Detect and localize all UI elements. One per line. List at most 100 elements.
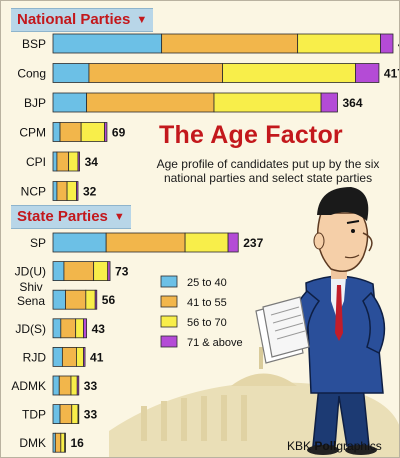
bar-segment-cong-56-to-70 xyxy=(222,63,356,83)
total-label-sp: 237 xyxy=(243,236,263,250)
total-label-rjd: 41 xyxy=(90,350,104,364)
bar-segment-shiv-sena-71-above xyxy=(94,289,98,310)
category-label-bjp: BJP xyxy=(24,96,46,110)
bar-segment-dmk-41-to-55 xyxy=(54,432,62,453)
total-label-cong: 417 xyxy=(384,67,400,81)
category-label-cpm: CPM xyxy=(19,126,46,140)
category-label-ncp: NCP xyxy=(21,185,46,199)
bar-segment-shiv-sena-56-to-70 xyxy=(85,289,96,310)
bar-segment-cong-71-above xyxy=(355,63,380,83)
bar-segment-dmk-71-above xyxy=(64,432,66,453)
bar-segment-shiv-sena-25-to-40 xyxy=(52,289,66,310)
legend-label-25-to-40: 25 to 40 xyxy=(187,277,227,289)
bar-segment-bjp-25-to-40 xyxy=(52,92,88,113)
bar-segment-cpm-71-above xyxy=(104,122,108,142)
bar-segment-rjd-25-to-40 xyxy=(52,346,63,367)
bar-segment-ncp-56-to-70 xyxy=(66,181,77,201)
bar-segment-jd-s-71-above xyxy=(83,318,88,339)
total-label-cpm: 69 xyxy=(112,126,126,140)
bar-segment-jd-s-56-to-70 xyxy=(75,318,84,339)
category-label-sp: SP xyxy=(30,236,46,250)
category-label-dmk: DMK xyxy=(19,436,46,450)
bar-segment-bsp-56-to-70 xyxy=(297,33,381,54)
bar-segment-sp-71-above xyxy=(227,232,239,253)
bar-segment-bjp-41-to-55 xyxy=(86,92,215,113)
bar-segment-sp-41-to-55 xyxy=(105,232,186,253)
legend-swatch-71-above xyxy=(160,335,178,348)
bar-segment-tdp-71-above xyxy=(77,404,80,425)
national-parties-header-label: National Parties xyxy=(17,11,131,28)
papers-illustration xyxy=(255,296,310,364)
bar-segment-admk-71-above xyxy=(76,375,80,396)
bar-segment-cpm-25-to-40 xyxy=(52,122,61,142)
total-label-jd-s: 43 xyxy=(92,322,106,336)
bar-segment-jd-s-25-to-40 xyxy=(52,318,62,339)
credit-suffix: graphics xyxy=(336,439,382,453)
bar-segment-sp-25-to-40 xyxy=(52,232,107,253)
legend-swatch-56-to-70 xyxy=(160,315,178,328)
bar-segment-cong-25-to-40 xyxy=(52,63,90,83)
bar-segment-rjd-41-to-55 xyxy=(61,346,77,367)
bar-segment-jd-u-56-to-70 xyxy=(93,261,109,282)
state-parties-group: SP 237 JD(U) 73 Shiv Sena 56 JD(S) 43 RJD 41 ADMK 33… xyxy=(11,232,264,453)
bar-segment-bjp-71-above xyxy=(320,92,338,113)
legend-label-71-above: 71 & above xyxy=(187,337,243,349)
bar-segment-jd-u-41-to-55 xyxy=(63,261,95,282)
credit-line: KBK Pollgraphics xyxy=(287,439,382,453)
total-label-shiv-sena: 56 xyxy=(102,293,116,307)
bar-segment-bsp-71-above xyxy=(380,33,394,54)
bar-segment-tdp-56-to-70 xyxy=(71,404,79,425)
state-dropdown-arrow-icon: ▼ xyxy=(113,211,125,223)
total-label-admk: 33 xyxy=(84,379,98,393)
credit-prefix: KBK xyxy=(287,439,315,453)
bar-segment-jd-u-71-above xyxy=(107,261,111,282)
category-label-shiv-sena: Shiv Sena xyxy=(17,280,45,308)
bar-segment-jd-u-25-to-40 xyxy=(52,261,65,282)
bar-segment-cong-41-to-55 xyxy=(88,63,224,83)
legend-label-56-to-70: 56 to 70 xyxy=(187,317,227,329)
total-label-cpi: 34 xyxy=(85,155,99,169)
bar-segment-rjd-71-above xyxy=(83,346,86,367)
bar-segment-cpi-25-to-40 xyxy=(52,151,58,172)
category-label-jd-u: JD(U) xyxy=(15,265,46,279)
total-label-tdp: 33 xyxy=(84,408,98,422)
bar-segment-sp-56-to-70 xyxy=(184,232,229,253)
legend-label-41-to-55: 41 to 55 xyxy=(187,297,227,309)
total-label-jd-u: 73 xyxy=(115,265,129,279)
national-dropdown-arrow-icon: ▼ xyxy=(136,14,148,26)
total-label-ncp: 32 xyxy=(83,185,97,199)
category-label-cong: Cong xyxy=(17,67,46,81)
bar-segment-cpi-41-to-55 xyxy=(56,151,70,172)
state-parties-header-label: State Parties xyxy=(17,208,108,225)
legend: 25 to 40 41 to 55 56 to 70 71 & above xyxy=(160,275,243,349)
bar-segment-tdp-25-to-40 xyxy=(52,404,61,425)
bar-segment-admk-25-to-40 xyxy=(52,375,60,396)
credit-bold: Poll xyxy=(314,439,337,453)
legend-swatch-41-to-55 xyxy=(160,295,178,308)
bar-segment-cpi-56-to-70 xyxy=(68,151,79,172)
category-label-jd-s: JD(S) xyxy=(15,322,46,336)
man-with-papers-illustration xyxy=(255,187,386,455)
bar-segment-ncp-25-to-40 xyxy=(52,181,58,201)
category-label-tdp: TDP xyxy=(22,408,46,422)
total-label-dmk: 16 xyxy=(71,436,85,450)
category-label-rjd: RJD xyxy=(23,350,47,364)
chart-subtitle: Age profile of candidates put up by the … xyxy=(156,157,380,185)
bar-segment-jd-s-41-to-55 xyxy=(60,318,77,339)
bar-segment-bsp-41-to-55 xyxy=(161,33,299,54)
bar-segment-bsp-25-to-40 xyxy=(52,33,163,54)
bar-segment-admk-41-to-55 xyxy=(58,375,72,396)
bar-segment-cpm-41-to-55 xyxy=(59,122,82,142)
total-label-bsp: 435 xyxy=(398,37,400,51)
bar-segment-cpm-56-to-70 xyxy=(80,122,105,142)
bar-segment-rjd-56-to-70 xyxy=(76,346,84,367)
bar-segment-dmk-56-to-70 xyxy=(60,432,66,453)
national-parties-header: National Parties ▼ xyxy=(11,8,154,32)
chart-title: The Age Factor xyxy=(159,121,343,149)
state-parties-header: State Parties ▼ xyxy=(11,205,131,229)
national-parties-group: BSP 435 Cong 417 BJP 364 CPM 69 CPI 34 NCP 32 xyxy=(17,33,400,201)
total-label-bjp: 364 xyxy=(343,96,363,110)
bar-segment-ncp-71-above xyxy=(76,181,79,201)
